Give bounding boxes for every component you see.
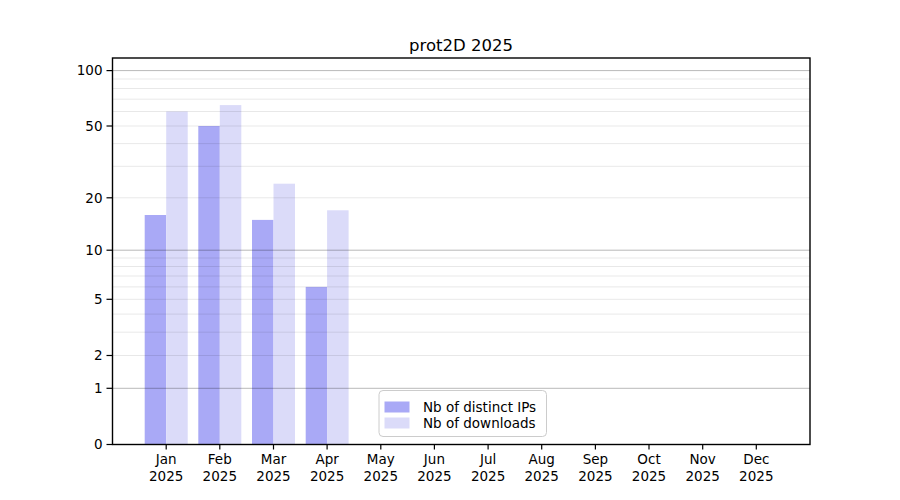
x-axis-year-label: 2025 [310,468,344,484]
x-axis-year-label: 2025 [525,468,559,484]
bar-distinct-ips [198,126,220,445]
bar-downloads [220,105,242,444]
x-axis-year-label: 2025 [256,468,290,484]
x-axis-month-label: Mar [261,451,287,467]
x-axis-month-label: Oct [637,451,660,467]
y-axis-tick-label: 2 [94,347,103,363]
x-axis-month-label: Sep [583,451,608,467]
x-axis-year-label: 2025 [686,468,720,484]
y-axis-tick-label: 10 [85,242,102,258]
chart-figure: 0125102050100Jan2025Feb2025Mar2025Apr202… [0,0,900,500]
x-axis-month-label: Jul [479,451,496,467]
x-axis-year-label: 2025 [739,468,773,484]
x-axis-year-label: 2025 [364,468,398,484]
bar-downloads [166,112,188,445]
legend-swatch [385,418,410,429]
y-axis-tick-label: 5 [94,291,103,307]
bar-chart: 0125102050100Jan2025Feb2025Mar2025Apr202… [0,0,900,500]
y-axis-tick-label: 1 [94,380,103,396]
legend: Nb of distinct IPsNb of downloads [379,391,547,437]
x-axis-month-label: Nov [690,451,716,467]
x-axis-month-label: May [367,451,395,467]
y-axis-tick-label: 0 [94,436,103,452]
y-axis-tick-label: 20 [85,190,102,206]
legend-swatch [385,402,410,413]
x-axis-year-label: 2025 [471,468,505,484]
x-axis-month-label: Aug [529,451,555,467]
x-axis-month-label: Jun [423,451,445,467]
bar-distinct-ips [145,215,167,445]
legend-label: Nb of downloads [423,415,536,431]
x-axis-year-label: 2025 [149,468,183,484]
x-axis-year-label: 2025 [203,468,237,484]
y-axis-tick-label: 100 [77,62,103,78]
x-axis-month-label: Dec [743,451,769,467]
legend-label: Nb of distinct IPs [423,399,536,415]
x-axis-year-label: 2025 [578,468,612,484]
bar-downloads [327,210,349,444]
x-axis-month-label: Jan [155,451,177,467]
bars-layer [145,105,349,444]
x-axis-year-label: 2025 [632,468,666,484]
bar-distinct-ips [306,287,328,445]
chart-title: prot2D 2025 [409,36,513,55]
x-axis-year-label: 2025 [417,468,451,484]
y-axis-tick-label: 50 [85,118,102,134]
x-axis-month-label: Feb [208,451,232,467]
x-axis-month-label: Apr [315,451,339,467]
